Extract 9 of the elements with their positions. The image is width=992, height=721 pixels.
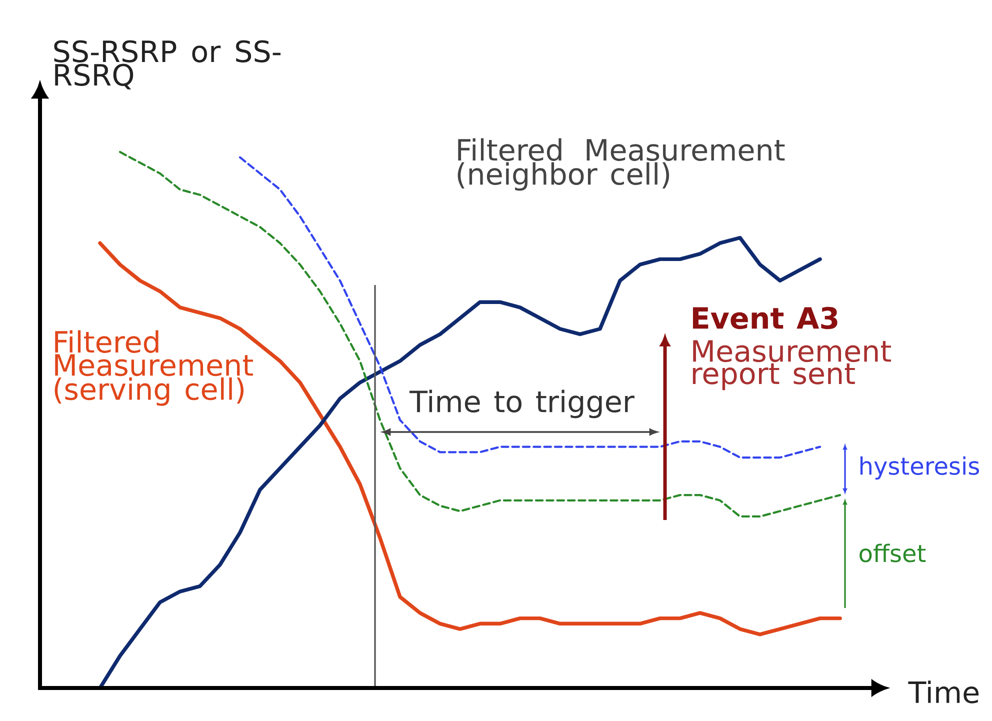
y-axis-title: SS-RSRP or SS-RSRQ: [54, 40, 281, 90]
annotation: Event A3: [692, 306, 838, 330]
annotation: hysteresis: [860, 456, 980, 480]
annotation: Measurement report sent: [692, 340, 891, 390]
annotation: Time to trigger: [409, 390, 634, 418]
series-label: Filtered Measurement (serving cell): [54, 330, 253, 406]
annotation: offset: [860, 544, 926, 562]
x-axis-title: Time: [908, 680, 979, 704]
text: Filtered Measurement (neighbor cell): [458, 138, 785, 191]
